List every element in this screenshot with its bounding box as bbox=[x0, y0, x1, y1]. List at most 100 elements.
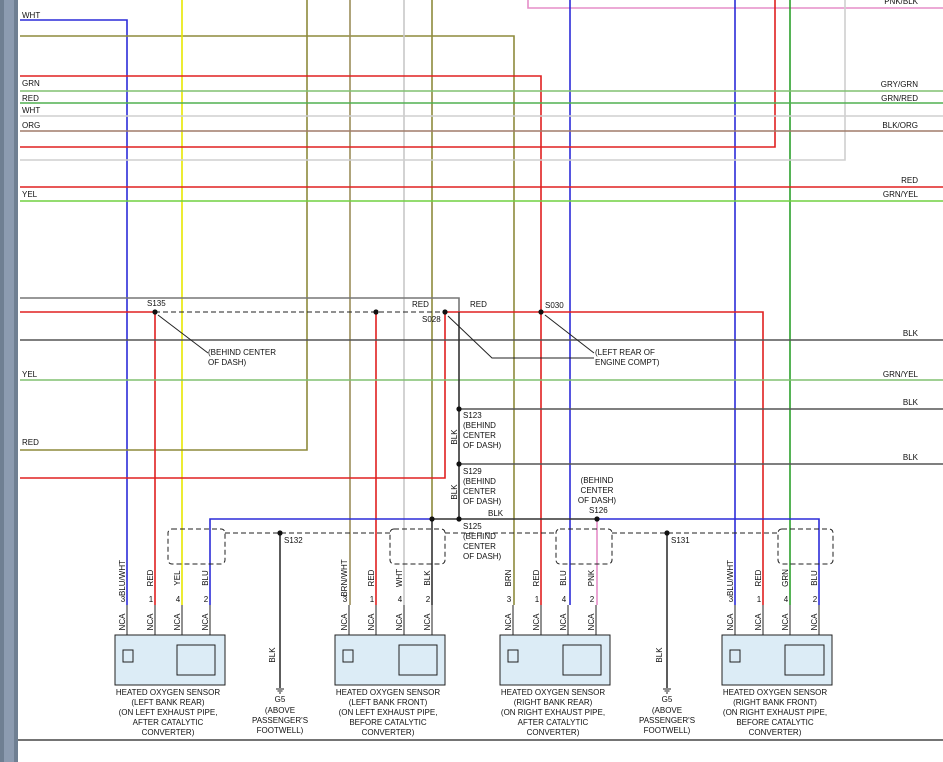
pin-wire-color: RED bbox=[367, 569, 376, 586]
heater-symbol bbox=[342, 649, 354, 663]
sensor-body bbox=[114, 634, 226, 686]
pin-wire-color: BLU bbox=[201, 570, 210, 586]
sensor-title: (ON RIGHT EXHAUST PIPE, bbox=[501, 708, 605, 717]
splice-note: OF DASH) bbox=[208, 358, 247, 367]
ground-note: (ABOVE bbox=[265, 706, 295, 715]
pin-number: 4 bbox=[398, 595, 403, 604]
sensor-title: BEFORE CATALYTIC bbox=[349, 718, 427, 727]
wire-label: RED bbox=[412, 300, 429, 309]
left-wire-label: WHT bbox=[22, 11, 40, 20]
splice-dot bbox=[594, 516, 600, 522]
pin-wire-color: RED bbox=[754, 569, 763, 586]
pin-connector: NCA bbox=[587, 613, 596, 631]
splice-note: OF DASH) bbox=[463, 497, 502, 506]
pin-connector: NCA bbox=[559, 613, 568, 631]
pin-wire-color: BLU bbox=[810, 570, 819, 586]
sensor-title: CONVERTER) bbox=[142, 728, 195, 737]
right-wire-label: BLK bbox=[903, 453, 919, 462]
pin-number: 3 bbox=[507, 595, 512, 604]
pin-wire-color: BLK bbox=[423, 570, 432, 586]
ground-wire: BLK bbox=[268, 647, 277, 663]
right-wire-label: RED bbox=[901, 176, 918, 185]
sensor-element bbox=[398, 644, 438, 676]
pin-wire-color: BLU bbox=[559, 570, 568, 586]
left-wire-label: YEL bbox=[22, 370, 38, 379]
ground-id: G5 bbox=[662, 695, 673, 704]
ground-note: FOOTWELL) bbox=[257, 726, 304, 735]
right-wire-label: BLK bbox=[903, 398, 919, 407]
pin-wire-color: BLU/WHT bbox=[118, 560, 127, 596]
pin-connector: NCA bbox=[367, 613, 376, 631]
right-wire-label: BLK/ORG bbox=[882, 121, 918, 130]
splice-dot bbox=[456, 406, 462, 412]
splice-note: OF DASH) bbox=[463, 552, 502, 561]
ground-note: (ABOVE bbox=[652, 706, 682, 715]
pin-wire-color: WHT bbox=[395, 569, 404, 587]
sensor-title: (RIGHT BANK REAR) bbox=[514, 698, 593, 707]
splice-note: (BEHIND bbox=[463, 532, 496, 541]
splice-note: CENTER bbox=[463, 487, 496, 496]
ground-symbol bbox=[276, 688, 284, 694]
pin-number: 1 bbox=[757, 595, 762, 604]
splice-dots bbox=[152, 309, 670, 536]
pin-connector: NCA bbox=[726, 613, 735, 631]
pin-number: 3 bbox=[343, 595, 348, 604]
left-wire-label: YEL bbox=[22, 190, 38, 199]
splice-note: OF DASH) bbox=[578, 496, 617, 505]
left-wire-label: GRN bbox=[22, 79, 40, 88]
pin-number: 4 bbox=[176, 595, 181, 604]
pin-connector: NCA bbox=[504, 613, 513, 631]
pin-number: 4 bbox=[562, 595, 567, 604]
splice-id: S123 bbox=[463, 411, 482, 420]
sensor-title: HEATED OXYGEN SENSOR bbox=[336, 688, 441, 697]
pin-connector: NCA bbox=[781, 613, 790, 631]
heater-symbol bbox=[122, 649, 134, 663]
pin-wire-color: BLU/WHT bbox=[726, 560, 735, 596]
pin-number: 2 bbox=[813, 595, 818, 604]
pin-number: 2 bbox=[426, 595, 431, 604]
pin-connector: NCA bbox=[532, 613, 541, 631]
sensor-title: CONVERTER) bbox=[362, 728, 415, 737]
sensor-title: HEATED OXYGEN SENSOR bbox=[501, 688, 606, 697]
sensor-title: CONVERTER) bbox=[527, 728, 580, 737]
pin-connector: NCA bbox=[201, 613, 210, 631]
sensor-body bbox=[334, 634, 446, 686]
right-wire-label: BLK bbox=[903, 329, 919, 338]
splice-id: S030 bbox=[545, 301, 564, 310]
right-wire-label: GRY/GRN bbox=[881, 80, 918, 89]
sensor-element bbox=[562, 644, 602, 676]
sensor-title: HEATED OXYGEN SENSOR bbox=[116, 688, 221, 697]
pin-wire-color: YEL bbox=[173, 570, 182, 586]
right-wire-label: GRN/YEL bbox=[883, 190, 919, 199]
labels: WHT GRN RED WHT ORG YEL YEL RED PNK/BLK GRY/GRN GR… bbox=[22, 0, 919, 737]
ground-note: PASSENGER'S bbox=[639, 716, 695, 725]
splice-note: (BEHIND bbox=[581, 476, 614, 485]
pin-wire-color: RED bbox=[146, 569, 155, 586]
splice-dot bbox=[152, 309, 158, 315]
sensor-title: (ON RIGHT EXHAUST PIPE, bbox=[723, 708, 827, 717]
pin-wire-color: GRN bbox=[781, 569, 790, 587]
splice-note: CENTER bbox=[463, 542, 496, 551]
splice-id: S028 bbox=[422, 315, 441, 324]
pin-connector: NCA bbox=[340, 613, 349, 631]
splice-dot bbox=[442, 309, 448, 315]
splice-note: OF DASH) bbox=[463, 441, 502, 450]
splice-id: S125 bbox=[463, 522, 482, 531]
right-wire-label: GRN/YEL bbox=[883, 370, 919, 379]
splice-id: S135 bbox=[147, 299, 166, 308]
splice-note: (BEHIND CENTER bbox=[208, 348, 276, 357]
splice-note: CENTER bbox=[581, 486, 614, 495]
wire-label: BLK bbox=[450, 484, 459, 500]
pin-connector: NCA bbox=[810, 613, 819, 631]
pin-number: 3 bbox=[729, 595, 734, 604]
pin-wire-color: BRN bbox=[504, 569, 513, 586]
pin-connector: NCA bbox=[173, 613, 182, 631]
splice-dot bbox=[538, 309, 544, 315]
heater-symbol bbox=[507, 649, 519, 663]
pin-connector: NCA bbox=[423, 613, 432, 631]
pin-number: 1 bbox=[149, 595, 154, 604]
pin-connector: NCA bbox=[395, 613, 404, 631]
pin-wire-color: RED bbox=[532, 569, 541, 586]
splice-dot bbox=[664, 530, 670, 536]
